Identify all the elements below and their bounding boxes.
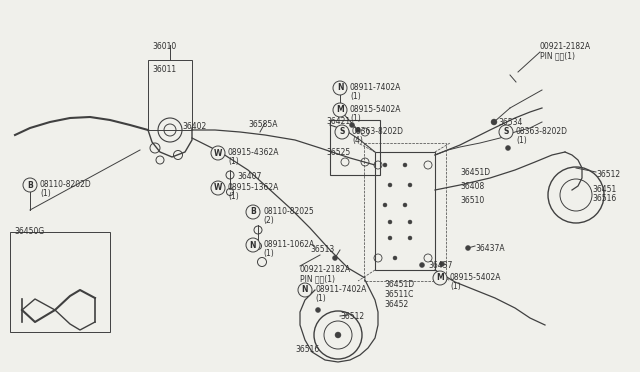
- Text: 36421: 36421: [326, 117, 350, 126]
- Circle shape: [333, 81, 347, 95]
- Text: (1): (1): [40, 189, 51, 198]
- Text: 08911-1062A: 08911-1062A: [263, 240, 314, 249]
- Bar: [375, 152, 435, 270]
- Text: 36516: 36516: [295, 345, 319, 354]
- Text: 36451D: 36451D: [460, 168, 490, 177]
- Text: 36452: 36452: [384, 300, 408, 309]
- Bar: [330, 120, 380, 175]
- Circle shape: [433, 271, 447, 285]
- Circle shape: [246, 238, 260, 252]
- Text: (1): (1): [228, 157, 239, 166]
- Text: PIN ピン(1): PIN ピン(1): [300, 274, 335, 283]
- Circle shape: [335, 332, 341, 338]
- Text: 08110-8202D: 08110-8202D: [40, 180, 92, 189]
- Text: 36407: 36407: [237, 172, 261, 181]
- Circle shape: [403, 163, 407, 167]
- Text: 36511C: 36511C: [384, 290, 413, 299]
- Circle shape: [388, 220, 392, 224]
- Circle shape: [316, 308, 321, 312]
- Circle shape: [506, 145, 511, 151]
- Circle shape: [23, 178, 37, 192]
- Text: 00921-2182A: 00921-2182A: [300, 265, 351, 274]
- Text: (1): (1): [516, 136, 527, 145]
- Circle shape: [408, 220, 412, 224]
- Text: 36516: 36516: [592, 194, 616, 203]
- Circle shape: [211, 146, 225, 160]
- Circle shape: [440, 262, 445, 266]
- Text: 36512: 36512: [340, 312, 364, 321]
- Text: (4): (4): [352, 136, 363, 145]
- Text: B: B: [250, 208, 256, 217]
- Circle shape: [383, 163, 387, 167]
- Text: 36525: 36525: [326, 148, 350, 157]
- Circle shape: [393, 256, 397, 260]
- Text: W: W: [214, 183, 222, 192]
- Text: 36512: 36512: [596, 170, 620, 179]
- Text: 36010: 36010: [152, 42, 176, 51]
- Text: N: N: [337, 83, 343, 93]
- Text: W: W: [214, 148, 222, 157]
- Circle shape: [246, 205, 260, 219]
- Text: S: S: [503, 128, 509, 137]
- Text: 36011: 36011: [152, 65, 176, 74]
- Text: N: N: [301, 285, 308, 295]
- Text: M: M: [436, 273, 444, 282]
- Text: (1): (1): [450, 282, 461, 291]
- Text: (1): (1): [263, 249, 274, 258]
- Text: 08363-8202D: 08363-8202D: [352, 127, 404, 136]
- Circle shape: [408, 183, 412, 187]
- Circle shape: [383, 203, 387, 207]
- Text: 36437: 36437: [428, 261, 452, 270]
- Text: (2): (2): [263, 216, 274, 225]
- Text: 08363-8202D: 08363-8202D: [516, 127, 568, 136]
- Circle shape: [335, 125, 349, 139]
- Text: (1): (1): [315, 294, 326, 303]
- Circle shape: [499, 125, 513, 139]
- Text: 08915-1362A: 08915-1362A: [228, 183, 280, 192]
- Circle shape: [333, 256, 337, 260]
- Text: 36450G: 36450G: [14, 227, 44, 236]
- Text: 36437A: 36437A: [475, 244, 504, 253]
- Text: 08915-5402A: 08915-5402A: [350, 105, 401, 114]
- Text: M: M: [336, 106, 344, 115]
- Circle shape: [355, 128, 360, 132]
- Circle shape: [298, 283, 312, 297]
- Circle shape: [408, 236, 412, 240]
- Text: S: S: [339, 128, 345, 137]
- Text: (1): (1): [350, 114, 361, 123]
- Circle shape: [349, 122, 355, 128]
- Text: 36451: 36451: [592, 185, 616, 194]
- Text: 08915-5402A: 08915-5402A: [450, 273, 502, 282]
- Text: 36451D: 36451D: [384, 280, 414, 289]
- Text: 36585A: 36585A: [248, 120, 278, 129]
- Circle shape: [388, 183, 392, 187]
- Text: 36513: 36513: [310, 245, 334, 254]
- Text: B: B: [27, 180, 33, 189]
- Text: PIN ピン(1): PIN ピン(1): [540, 51, 575, 60]
- Bar: [148, 60, 192, 130]
- Circle shape: [465, 246, 470, 250]
- Circle shape: [333, 103, 347, 117]
- Circle shape: [419, 263, 424, 267]
- Bar: [10, 232, 110, 332]
- Text: N: N: [250, 241, 256, 250]
- Text: 08911-7402A: 08911-7402A: [350, 83, 401, 92]
- Circle shape: [388, 236, 392, 240]
- Circle shape: [491, 119, 497, 125]
- Text: 36534: 36534: [498, 118, 522, 127]
- Text: 08915-4362A: 08915-4362A: [228, 148, 280, 157]
- Text: 08110-82025: 08110-82025: [263, 207, 314, 216]
- Text: 36510: 36510: [460, 196, 484, 205]
- Text: 00921-2182A: 00921-2182A: [540, 42, 591, 51]
- Text: 08911-7402A: 08911-7402A: [315, 285, 366, 294]
- Circle shape: [211, 181, 225, 195]
- Text: (1): (1): [350, 92, 361, 101]
- Bar: [364, 143, 446, 281]
- Text: (1): (1): [228, 192, 239, 201]
- Text: 36402: 36402: [182, 122, 206, 131]
- Text: 36408: 36408: [460, 182, 484, 191]
- Circle shape: [403, 203, 407, 207]
